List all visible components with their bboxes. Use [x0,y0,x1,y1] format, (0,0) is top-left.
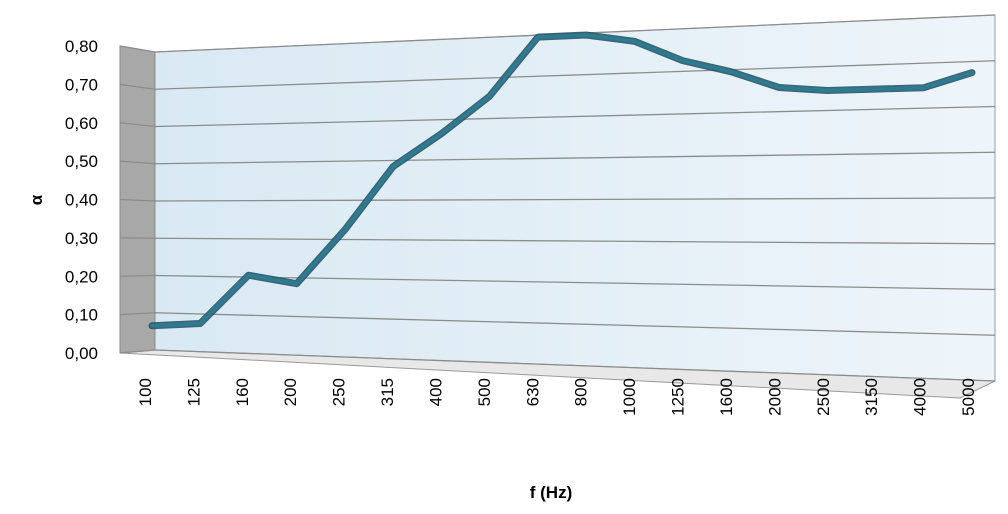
data-point [343,228,347,232]
x-tick-label: 160 [233,378,252,406]
gridline-side [119,160,156,165]
x-tick-label: 1600 [717,378,736,416]
gridline [154,197,996,202]
y-tick-label: 0,40 [65,191,98,210]
gridline [154,105,996,128]
data-point [246,273,250,277]
gridline-side [119,312,156,316]
x-tick-label: 100 [136,378,155,406]
x-tick-label: 2500 [814,378,833,416]
data-point [536,35,540,39]
data-point [150,324,154,328]
y-tick-label: 0,30 [65,229,98,248]
data-point [584,33,588,37]
x-tick-label: 4000 [911,378,930,416]
x-tick-label: 250 [330,378,349,406]
x-axis-title: f (Hz) [530,483,572,502]
data-point [391,164,395,168]
data-point [198,322,202,326]
y-tick-label: 0,20 [65,267,98,286]
data-point [295,282,299,286]
gridline-side [119,274,156,277]
data-point [922,86,926,90]
gridline-side [119,198,156,202]
x-tick-label: 500 [475,378,494,406]
y-tick-labels: 0,00 0,10 0,20 0,30 0,40 0,50 0,60 0,70 0,80 [65,37,98,363]
x-tick-label: 2000 [765,378,784,416]
gridline [154,312,996,336]
x-tick-label: 3150 [862,378,881,416]
gridline-side [119,45,156,53]
series-line [150,33,974,328]
data-point [488,94,492,98]
gridline [154,237,996,245]
y-tick-label: 0,50 [65,152,98,171]
gridline [154,151,996,165]
gridlines [119,14,996,382]
x-tick-label: 800 [572,378,591,406]
x-tick-label: 315 [378,378,397,406]
y-tick-label: 0,60 [65,114,98,133]
x-tick-label: 1000 [620,378,639,416]
x-tick-label: 630 [523,378,542,406]
data-point [777,86,781,90]
data-point [874,87,878,91]
gridline-side [119,83,156,90]
y-tick-label: 0,70 [65,75,98,94]
series-layer [148,31,976,330]
y-tick-label: 0,10 [65,306,98,325]
y-tick-label: 0,00 [65,344,98,363]
data-point [825,88,829,92]
x-tick-label: 400 [427,378,446,406]
data-point [681,59,685,63]
gridline [154,349,996,382]
gridline-side [119,349,156,354]
y-tick-label: 0,80 [65,37,98,56]
data-point [729,70,733,74]
x-tick-label: 200 [281,378,300,406]
gridline [154,274,996,291]
data-point [439,132,443,136]
gridline-side [119,122,156,128]
x-tick-label: 125 [184,378,203,406]
x-tick-label: 5000 [959,378,978,416]
gridline [154,60,996,90]
data-point [970,71,974,75]
x-tick-labels: 100 125 160 200 250 315 400 500 630 800 1000 1250 16… [136,378,978,416]
y-axis-title: α [27,194,46,205]
data-point [632,39,636,43]
x-tick-label: 1250 [669,378,688,416]
